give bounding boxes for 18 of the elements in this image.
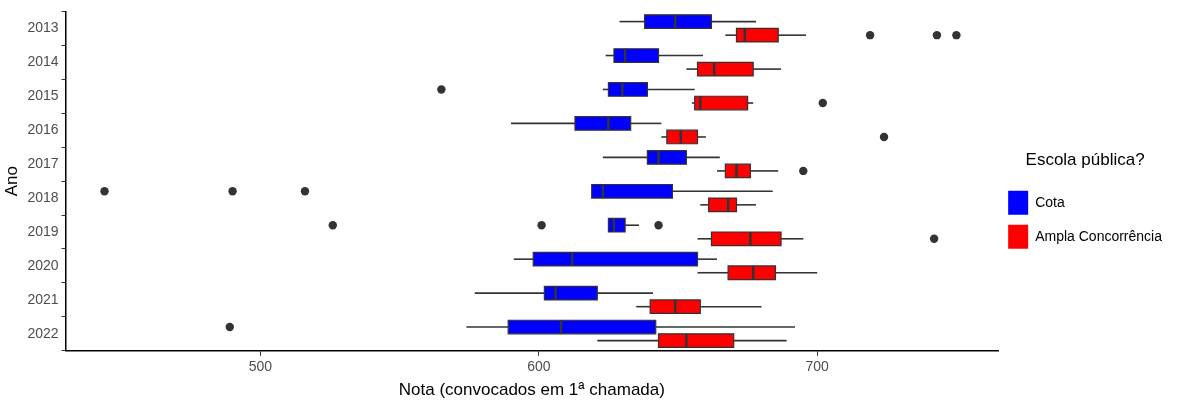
- y-tick-label: 2020: [27, 256, 59, 273]
- y-tick-label: 2018: [27, 188, 59, 205]
- legend-title: Escola pública?: [1025, 150, 1145, 170]
- x-tick-label: 500: [248, 358, 273, 375]
- y-tick-label: 2015: [27, 87, 59, 104]
- legend-label: Cota: [1035, 193, 1065, 210]
- y-tick-label: 2017: [27, 154, 59, 171]
- y-tick-label: 2021: [27, 290, 59, 307]
- legend-label: Ampla Concorrência: [1035, 227, 1163, 244]
- x-axis-title: Nota (convocados em 1ª chamada): [398, 380, 665, 400]
- y-tick-label: 2014: [27, 53, 59, 70]
- y-tick-label: 2022: [27, 324, 59, 341]
- y-tick-label: 2019: [27, 222, 59, 239]
- y-axis-title: Ano: [1, 165, 21, 197]
- y-tick-label: 2016: [27, 121, 59, 138]
- x-tick-label: 700: [805, 358, 830, 375]
- y-tick-label: 2013: [27, 19, 59, 36]
- x-tick-label: 600: [527, 358, 551, 375]
